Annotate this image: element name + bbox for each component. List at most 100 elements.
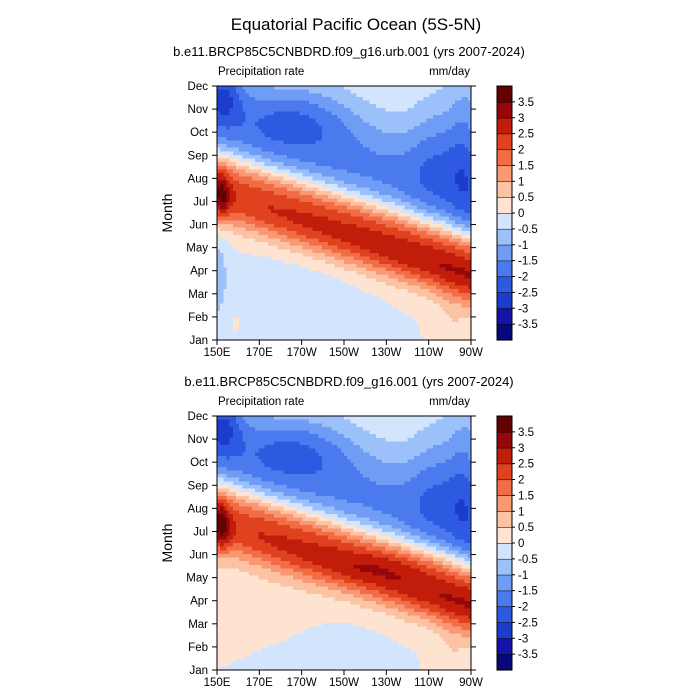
- heatmap-cell: [223, 173, 227, 178]
- heatmap-cell: [280, 158, 285, 163]
- heatmap-cell: [312, 107, 316, 112]
- heatmap-cell: [461, 183, 466, 188]
- heatmap-cell: [223, 183, 227, 188]
- heatmap-cell: [293, 216, 297, 221]
- heatmap-cell: [309, 136, 313, 141]
- heatmap-cell: [340, 147, 345, 152]
- heatmap-cell: [391, 303, 396, 308]
- heatmap-cell: [261, 213, 266, 218]
- heatmap-cell: [407, 220, 412, 225]
- heatmap-cell: [353, 271, 358, 276]
- heatmap-cell: [366, 216, 370, 221]
- heatmap-cell: [378, 271, 383, 276]
- heatmap-cell: [245, 252, 250, 257]
- heatmap-cell: [451, 133, 456, 138]
- heatmap-cell: [356, 231, 361, 236]
- heatmap-cell: [296, 296, 300, 301]
- heatmap-cell: [394, 263, 399, 268]
- heatmap-cell: [255, 213, 259, 218]
- heatmap-cell: [445, 162, 450, 167]
- heatmap-cell: [264, 274, 269, 279]
- heatmap-cell: [220, 223, 224, 228]
- heatmap-cell: [359, 180, 364, 185]
- heatmap-cell: [397, 220, 402, 225]
- heatmap-cell: [458, 183, 462, 188]
- heatmap-cell: [442, 263, 446, 268]
- heatmap-cell: [458, 238, 462, 243]
- heatmap-cell: [420, 187, 424, 192]
- heatmap-cell: [255, 303, 259, 308]
- heatmap-cell: [290, 133, 294, 138]
- heatmap-cell: [350, 242, 354, 247]
- heatmap-cell: [461, 96, 466, 101]
- heatmap-cell: [324, 242, 329, 247]
- heatmap-cell: [312, 100, 316, 105]
- heatmap-cell: [239, 154, 243, 159]
- heatmap-cell: [455, 260, 459, 265]
- heatmap-cell: [375, 260, 380, 265]
- heatmap-cell: [283, 173, 288, 178]
- heatmap-cell: [426, 100, 431, 105]
- heatmap-cell: [347, 252, 351, 257]
- heatmap-cell: [286, 296, 291, 301]
- heatmap-cell: [299, 176, 304, 181]
- heatmap-cell: [293, 162, 297, 167]
- heatmap-cell: [334, 125, 339, 130]
- heatmap-cell: [369, 252, 373, 257]
- heatmap-cell: [347, 187, 351, 192]
- heatmap-cell: [261, 220, 266, 225]
- heatmap-cell: [290, 285, 294, 290]
- heatmap-cell: [331, 238, 335, 243]
- heatmap-cell: [378, 147, 383, 152]
- heatmap-cell: [382, 129, 386, 134]
- heatmap-cell: [280, 198, 285, 203]
- heatmap-cell: [309, 296, 313, 301]
- heatmap-cell: [413, 307, 418, 312]
- heatmap-cell: [290, 96, 294, 101]
- heatmap-cell: [461, 278, 466, 283]
- heatmap-cell: [305, 205, 310, 210]
- heatmap-cell: [436, 187, 440, 192]
- heatmap-cell: [353, 303, 358, 308]
- heatmap-cell: [220, 162, 224, 167]
- heatmap-cell: [274, 289, 278, 294]
- heatmap-cell: [410, 303, 415, 308]
- heatmap-cell: [290, 194, 294, 199]
- heatmap-cell: [290, 256, 294, 261]
- heatmap-cell: [245, 104, 250, 109]
- heatmap-cell: [451, 274, 456, 279]
- heatmap-cell: [302, 104, 307, 109]
- heatmap-cell: [458, 122, 462, 127]
- heatmap-cell: [220, 231, 224, 236]
- heatmap-cell: [299, 194, 304, 199]
- heatmap-cell: [448, 289, 453, 294]
- heatmap-cell: [369, 307, 373, 312]
- heatmap-cell: [344, 278, 348, 283]
- heatmap-cell: [220, 220, 224, 225]
- heatmap-cell: [309, 285, 313, 290]
- heatmap-cell: [347, 136, 351, 141]
- heatmap-cell: [293, 147, 297, 152]
- heatmap-cell: [315, 238, 319, 243]
- heatmap-cell: [302, 147, 307, 152]
- heatmap-cell: [353, 191, 358, 196]
- heatmap-cell: [369, 118, 373, 123]
- heatmap-cell: [280, 252, 285, 257]
- heatmap-cell: [388, 202, 393, 207]
- heatmap-cell: [420, 274, 424, 279]
- heatmap-cell: [375, 136, 380, 141]
- heatmap-cell: [366, 118, 370, 123]
- heatmap-cell: [258, 122, 262, 127]
- heatmap-cell: [280, 245, 285, 250]
- heatmap-cell: [413, 125, 418, 130]
- heatmap-cell: [258, 96, 262, 101]
- heatmap-cell: [286, 202, 291, 207]
- heatmap-cell: [413, 238, 418, 243]
- heatmap-cell: [248, 111, 253, 116]
- heatmap-cell: [302, 194, 307, 199]
- heatmap-cell: [337, 93, 342, 98]
- heatmap-cell: [420, 183, 424, 188]
- heatmap-cell: [217, 234, 221, 239]
- heatmap-cell: [312, 213, 316, 218]
- heatmap-cell: [448, 173, 453, 178]
